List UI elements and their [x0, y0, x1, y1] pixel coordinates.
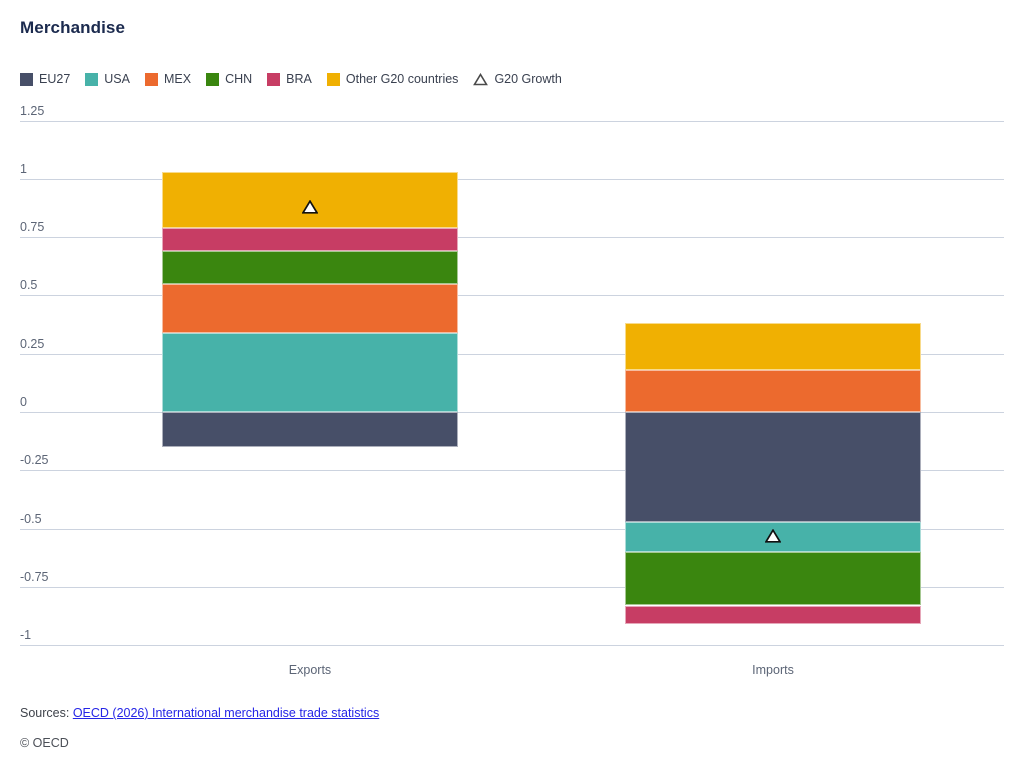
sources-line: Sources: OECD (2026) International merch…	[20, 706, 379, 720]
x-axis-category-label-exports: Exports	[288, 663, 332, 677]
legend-item-g20-growth[interactable]: G20 Growth	[473, 72, 562, 86]
legend-triangle-icon	[473, 72, 489, 86]
legend-item-eu27[interactable]: EU27	[20, 72, 70, 86]
legend-swatch-chn-icon	[206, 72, 220, 86]
y-axis-tick-label: -1	[20, 628, 32, 643]
y-axis-tick-label: 0	[20, 395, 27, 409]
legend-item-label: MEX	[163, 72, 192, 86]
legend-item-label: EU27	[39, 72, 71, 86]
bar-segment-mex-exports[interactable]	[162, 283, 458, 333]
legend-item-label: Other G20 countries	[345, 72, 459, 86]
bar-segment-mex-imports[interactable]	[625, 370, 921, 412]
y-axis-tick-label: 1	[20, 161, 27, 176]
source-link[interactable]: OECD (2026) International merchandise tr…	[72, 706, 380, 720]
gridline-y-1.25	[20, 120, 1004, 122]
legend-swatch-bra-icon	[267, 72, 281, 86]
chart-legend: EU27 USA MEX CHN BRA Other G20 countries G20 G…	[20, 72, 562, 86]
bar-segment-usa-exports[interactable]	[162, 332, 458, 412]
bar-segment-bra-imports[interactable]	[625, 605, 921, 625]
gridline-y-0	[20, 412, 1004, 413]
y-axis-tick-label: 1.25	[20, 103, 45, 118]
gridline-y-0.5	[20, 295, 1004, 297]
bar-segment-eu27-imports[interactable]	[625, 412, 921, 522]
y-axis-tick-label: 0.25	[20, 336, 45, 351]
sources-prefix-label: Sources:	[20, 706, 73, 720]
page-title: Merchandise	[20, 18, 126, 37]
legend-swatch-mex-icon	[144, 72, 158, 86]
legend-item-mex[interactable]: MEX	[144, 72, 192, 86]
legend-item-label: BRA	[286, 72, 312, 86]
gridline-y-1	[20, 178, 1004, 180]
y-axis-tick-label: -0.25	[20, 453, 49, 468]
gridline-y--0.5	[20, 528, 1004, 530]
legend-swatch-eu27-icon	[20, 72, 33, 86]
legend-item-label: G20 Growth	[494, 72, 562, 86]
gridline-y--1	[20, 645, 1004, 647]
gridline-y-0.75	[20, 237, 1004, 239]
legend-item-label: USA	[104, 72, 130, 86]
bar-segment-other-g20-countries-imports[interactable]	[625, 323, 921, 370]
legend-swatch-other-g20-countries-icon	[326, 72, 340, 86]
legend-item-label: CHN	[225, 72, 253, 86]
copyright-label: © OECD	[20, 736, 69, 750]
y-axis-tick-label: -0.5	[20, 511, 42, 526]
bar-segment-bra-exports[interactable]	[162, 227, 458, 252]
legend-swatch-usa-icon	[85, 72, 99, 86]
bar-segment-eu27-exports[interactable]	[162, 412, 458, 447]
legend-item-other-g20-countries[interactable]: Other G20 countries	[326, 72, 459, 86]
gridline-y-0.25	[20, 353, 1004, 355]
y-axis-tick-label: -0.75	[20, 569, 49, 584]
bar-segment-chn-imports[interactable]	[625, 551, 921, 606]
bar-segment-chn-exports[interactable]	[162, 251, 458, 284]
gridline-y--0.75	[20, 586, 1004, 588]
g20-growth-marker-imports[interactable]	[764, 528, 782, 543]
y-axis-tick-label: 0.5	[20, 278, 38, 293]
g20-growth-marker-exports[interactable]	[301, 199, 319, 214]
gridline-y--0.25	[20, 470, 1004, 472]
legend-item-usa[interactable]: USA	[85, 72, 130, 86]
x-axis-category-label-imports: Imports	[752, 663, 794, 677]
y-axis-tick-label: 0.75	[20, 220, 45, 235]
legend-item-chn[interactable]: CHN	[206, 72, 252, 86]
legend-item-bra[interactable]: BRA	[267, 72, 312, 86]
